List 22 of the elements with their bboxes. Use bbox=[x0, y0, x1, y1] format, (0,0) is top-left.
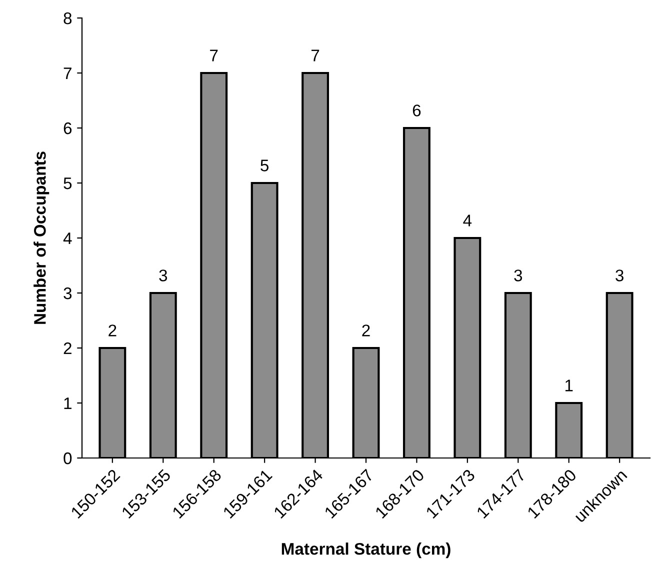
y-tick-label: 8 bbox=[64, 12, 72, 24]
y-tick-label: 6 bbox=[64, 122, 72, 134]
y-tick-label: 2 bbox=[64, 342, 72, 354]
data-label: 5 bbox=[260, 160, 269, 172]
data-label: 1 bbox=[565, 380, 573, 392]
data-label: 7 bbox=[210, 50, 218, 62]
y-axis-title: Number of Occupants bbox=[34, 152, 50, 324]
y-tick-label: 0 bbox=[64, 452, 72, 464]
data-label: 3 bbox=[514, 270, 522, 282]
data-label: 4 bbox=[463, 214, 472, 226]
data-label: 2 bbox=[362, 324, 370, 336]
y-tick-label: 7 bbox=[64, 68, 72, 80]
data-label: 7 bbox=[312, 50, 320, 62]
y-tick-label: 5 bbox=[64, 178, 72, 190]
x-axis-title: Maternal Stature (cm) bbox=[282, 542, 450, 558]
y-tick-label: 1 bbox=[64, 398, 72, 410]
data-label: 2 bbox=[108, 324, 116, 336]
y-tick-label: 3 bbox=[64, 287, 72, 300]
data-label: 3 bbox=[616, 270, 624, 282]
data-label: 6 bbox=[412, 104, 421, 116]
data-label: 3 bbox=[159, 270, 168, 282]
y-tick-label: 4 bbox=[63, 232, 72, 244]
